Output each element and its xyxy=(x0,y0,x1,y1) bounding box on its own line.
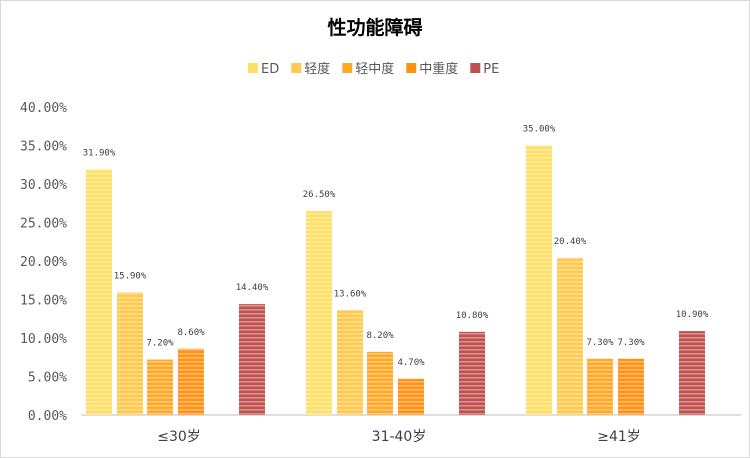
bar-stripe-overlay xyxy=(557,257,583,415)
legend-swatch-中重度 xyxy=(406,63,417,73)
x-tick-label: 31-40岁 xyxy=(372,429,427,445)
y-tick-label: 5.00% xyxy=(28,371,67,386)
x-axis: ≤30岁 31-40岁 ≥41岁 xyxy=(157,429,641,445)
bar-stripe-overlay xyxy=(679,331,705,415)
x-tick-label: ≥41岁 xyxy=(597,429,641,445)
y-tick-label: 15.00% xyxy=(20,294,67,309)
y-tick-label: 40.00% xyxy=(20,101,67,116)
bar-stripe-overlay xyxy=(239,304,265,415)
data-label: 8.60% xyxy=(177,328,205,338)
bar-stripe-overlay xyxy=(178,348,204,415)
data-label: 20.40% xyxy=(554,237,587,247)
bars xyxy=(86,145,705,415)
y-tick-label: 35.00% xyxy=(20,140,67,155)
legend-label: ED xyxy=(261,62,279,77)
y-axis: 0.00% 5.00% 10.00% 15.00% 20.00% 25.00% 30.00%… xyxy=(20,101,67,424)
bar-stripe-overlay xyxy=(337,310,363,415)
legend-swatch-ED xyxy=(248,63,258,73)
data-label: 26.50% xyxy=(303,190,336,200)
data-label: 8.20% xyxy=(366,331,394,341)
data-label: 10.90% xyxy=(676,310,709,320)
bar-stripe-overlay xyxy=(459,331,485,415)
data-label: 4.70% xyxy=(397,358,425,368)
y-tick-label: 20.00% xyxy=(20,255,67,270)
data-label: 7.20% xyxy=(146,339,174,349)
chart-title: 性功能障碍 xyxy=(327,16,422,39)
data-label: 7.30% xyxy=(586,338,614,348)
data-label: 14.40% xyxy=(236,283,269,293)
bar-stripe-overlay xyxy=(618,358,644,415)
bar-stripe-overlay xyxy=(367,351,393,415)
data-label: 15.90% xyxy=(114,272,147,282)
data-label: 31.90% xyxy=(83,148,116,158)
data-label: 10.80% xyxy=(456,311,489,321)
bar-stripe-overlay xyxy=(398,378,424,415)
legend-swatch-轻中度 xyxy=(342,63,353,73)
data-label: 7.30% xyxy=(617,338,645,348)
x-tick-label: ≤30岁 xyxy=(157,429,201,445)
y-tick-label: 0.00% xyxy=(28,409,67,424)
y-tick-label: 10.00% xyxy=(20,332,67,347)
bar-stripe-overlay xyxy=(587,358,613,415)
legend-label: 中重度 xyxy=(419,61,458,77)
y-tick-label: 25.00% xyxy=(20,217,67,232)
legend-swatch-轻度 xyxy=(291,63,302,73)
data-label: 13.60% xyxy=(334,289,367,299)
bar-stripe-overlay xyxy=(117,292,143,415)
data-labels: 31.90% 15.90% 7.20%8.60% 14.40% 26.50% 13.60%… xyxy=(83,125,709,368)
legend: ED 轻度 轻中度 中重度 PE xyxy=(248,61,499,77)
legend-label: 轻中度 xyxy=(355,61,394,77)
bar-stripe-overlay xyxy=(147,359,173,415)
legend-swatch-PE xyxy=(470,63,481,73)
bar-stripe-overlay xyxy=(86,169,112,415)
legend-label: PE xyxy=(483,62,499,77)
bar-stripe-overlay xyxy=(306,210,332,415)
bar-stripe-overlay xyxy=(526,145,552,415)
legend-label: 轻度 xyxy=(304,61,330,77)
data-label: 35.00% xyxy=(523,125,556,135)
y-tick-label: 30.00% xyxy=(20,178,67,193)
